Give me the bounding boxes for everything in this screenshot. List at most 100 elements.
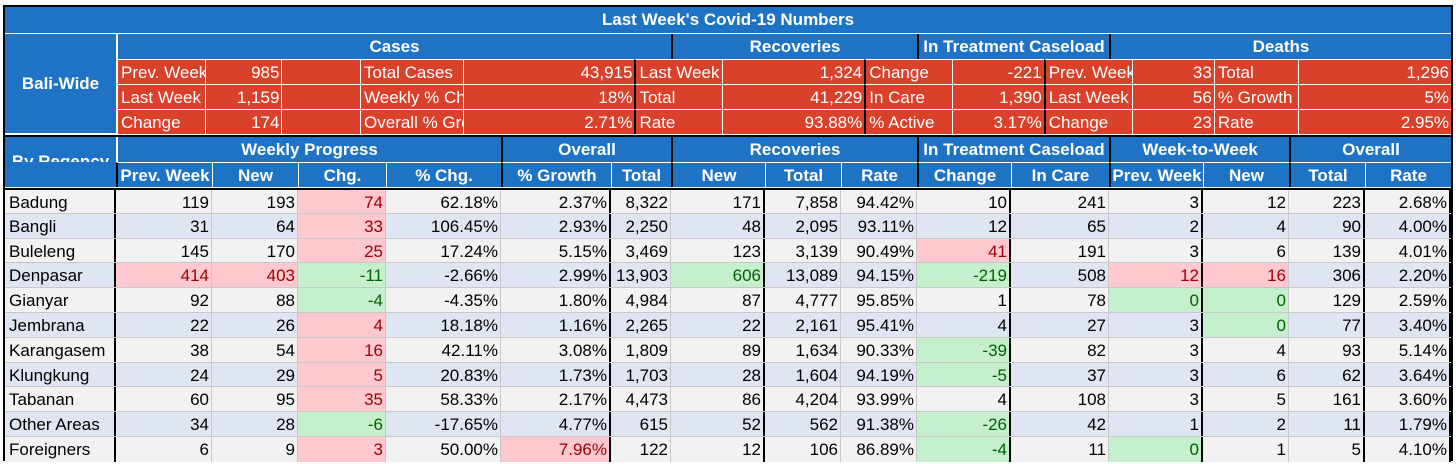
summary-value: 1,159 <box>204 84 282 109</box>
table-cell: 1.79% <box>1365 412 1451 437</box>
table-cell: 170 <box>212 238 298 264</box>
table-cell: 0 <box>1203 313 1289 338</box>
table-cell: 78 <box>1011 288 1109 313</box>
table-cell: 90.33% <box>841 337 917 363</box>
table-cell: 2.59% <box>1365 288 1451 313</box>
summary-value: 3.17% <box>952 109 1044 134</box>
table-cell: 414 <box>116 263 212 289</box>
table-cell: 122 <box>611 437 671 462</box>
summary-label: % Active <box>864 109 953 134</box>
table-cell: 11 <box>1011 437 1109 462</box>
summary-value: 2.71% <box>462 109 635 134</box>
table-cell: 26 <box>212 313 298 338</box>
table-cell: 2,265 <box>611 313 671 338</box>
table-cell: 12 <box>671 437 765 462</box>
group-week-to-week: Week-to-Week <box>1109 137 1289 162</box>
table-row: Badung 119 193 74 62.18% 2.37% 8,322 171 7,858 94… <box>5 188 1451 215</box>
table-cell: 5 <box>1203 387 1289 413</box>
table-cell: 2.17% <box>501 387 611 413</box>
table-cell: 11 <box>1289 412 1365 437</box>
table-cell: 1 <box>1203 437 1289 462</box>
summary-label: Change <box>1043 109 1132 134</box>
section-cases: Cases <box>116 34 671 59</box>
table-cell: 64 <box>212 213 298 239</box>
table-cell: 62.18% <box>386 190 501 215</box>
table-cell: 1,809 <box>611 337 671 363</box>
table-cell: 48 <box>671 213 765 239</box>
table-cell: 38 <box>116 337 212 363</box>
table-cell: 3 <box>1109 238 1203 264</box>
group-overall: Overall <box>501 137 671 162</box>
table-cell: 3 <box>1109 362 1203 388</box>
group-weekly-progress: Weekly Progress <box>116 137 501 162</box>
table-cell: 25 <box>298 238 386 264</box>
table-cell: 28 <box>671 362 765 388</box>
table-cell: 4,473 <box>611 387 671 413</box>
table-cell: -5 <box>917 362 1011 388</box>
table-cell: 0 <box>1109 437 1203 462</box>
table-cell: 20.83% <box>386 362 501 388</box>
section-in-treatment: In Treatment Caseload <box>917 34 1109 59</box>
table-cell: 145 <box>116 238 212 264</box>
table-cell: 94.19% <box>841 362 917 388</box>
table-cell: 50.00% <box>386 437 501 462</box>
table-cell: -26 <box>917 412 1011 437</box>
summary-label: Last Week <box>1043 84 1132 109</box>
table-cell: 3.60% <box>1365 387 1451 413</box>
table-cell: 5.15% <box>501 238 611 264</box>
table-cell: 6 <box>116 437 212 462</box>
summary-label: Last Week <box>634 59 723 84</box>
regency-name: Klungkung <box>5 362 116 388</box>
column-header: Total <box>611 162 671 187</box>
column-header: New <box>212 162 298 187</box>
column-header: Rate <box>1365 162 1451 187</box>
table-row: Bangli 31 64 33 106.45% 2.93% 2,250 48 2,095 93.1… <box>5 212 1451 239</box>
table-cell: 86.89% <box>841 437 917 462</box>
summary-label: In Care <box>864 84 953 109</box>
table-cell: 91.38% <box>841 412 917 437</box>
table-cell: -219 <box>917 263 1011 289</box>
table-cell: 13,089 <box>765 263 841 289</box>
table-cell: 58.33% <box>386 387 501 413</box>
column-header: % Growth <box>501 162 611 187</box>
table-cell: 4 <box>1203 337 1289 363</box>
summary-label: Rate <box>634 109 723 134</box>
table-cell: 306 <box>1289 263 1365 289</box>
table-cell: -17.65% <box>386 412 501 437</box>
bali-wide-label: Bali-Wide <box>5 33 116 133</box>
table-cell: 2.37% <box>501 190 611 215</box>
table-cell: 1,634 <box>765 337 841 363</box>
table-cell: -4 <box>298 288 386 313</box>
table-cell: 22 <box>671 313 765 338</box>
table-cell: 34 <box>116 412 212 437</box>
summary-label: Total Cases <box>360 59 463 84</box>
table-cell: 4.00% <box>1365 213 1451 239</box>
column-header: Total <box>1289 162 1365 187</box>
group-recoveries: Recoveries <box>671 137 917 162</box>
summary-row: Prev. Week 985 Total Cases 43,915 Last Week 1… <box>116 59 1452 84</box>
table-cell: 2.20% <box>1365 263 1451 289</box>
table-cell: 4.01% <box>1365 238 1451 264</box>
table-cell: 87 <box>671 288 765 313</box>
summary-value: 43,915 <box>462 59 635 84</box>
table-cell: 93 <box>1289 337 1365 363</box>
summary-label: Overall % Growth <box>360 109 463 134</box>
table-cell: 24 <box>116 362 212 388</box>
summary-label: % Growth <box>1213 84 1298 109</box>
table-cell: 1.16% <box>501 313 611 338</box>
table-cell: 5 <box>1289 437 1365 462</box>
table-cell: 10 <box>917 190 1011 215</box>
summary-value: 985 <box>204 59 282 84</box>
table-cell: 241 <box>1011 190 1109 215</box>
table-cell: 161 <box>1289 387 1365 413</box>
summary-label: Change <box>864 59 953 84</box>
table-cell: 5.14% <box>1365 337 1451 363</box>
table-cell: 41 <box>917 238 1011 264</box>
table-cell: 74 <box>298 190 386 215</box>
column-header: New <box>671 162 765 187</box>
summary-value: 174 <box>204 109 282 134</box>
table-cell: 54 <box>212 337 298 363</box>
table-cell: 4 <box>298 313 386 338</box>
table-title: Last Week's Covid-19 Numbers <box>5 7 1451 33</box>
table-row: Klungkung 24 29 5 20.83% 1.73% 1,703 28 1,604 94.… <box>5 361 1451 388</box>
